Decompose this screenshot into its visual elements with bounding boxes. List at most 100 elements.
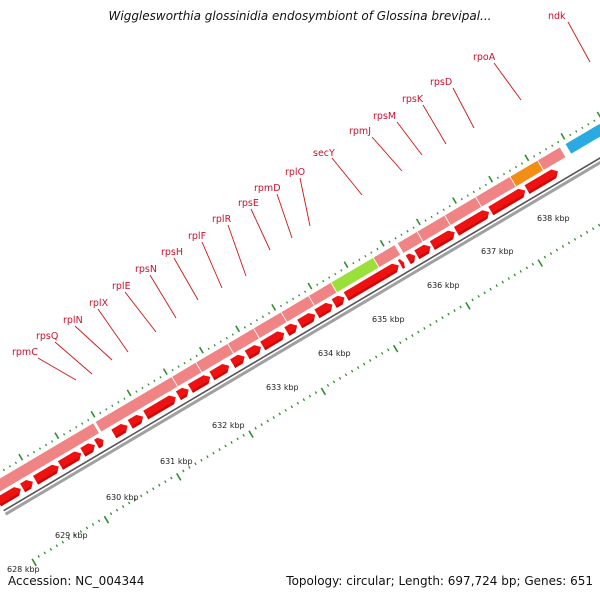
tick-scale-42 [284, 408, 287, 412]
tick-scale-75 [483, 291, 486, 295]
cds-arrow-8 [143, 395, 176, 420]
cds-arrow-3 [57, 451, 82, 470]
tick-upper-74 [430, 215, 433, 219]
tick-scale-91 [579, 234, 583, 238]
cds-arrow-22 [414, 244, 431, 260]
tick-upper-7 [26, 454, 30, 457]
tick-scale-63 [411, 334, 414, 337]
tick-upper-29 [159, 376, 162, 379]
cds-shade-14 [264, 336, 284, 351]
cds-shade-20 [401, 265, 405, 269]
gene-leader-rpsH [173, 257, 199, 301]
tick-upper-4 [8, 465, 11, 468]
tick-upper-83 [484, 183, 487, 187]
tick-upper-45 [255, 319, 258, 322]
gene-leader-rpsM [396, 121, 423, 156]
tick-upper-39 [219, 340, 222, 343]
tick-scale-36 [248, 430, 254, 439]
gene-leader-rplR [227, 224, 247, 277]
tick-scale-32 [224, 444, 227, 448]
gene-feature-0 [0, 422, 101, 493]
cds-arrow-7 [127, 414, 144, 429]
tick-scale-30 [212, 451, 215, 455]
tick-scale-77 [495, 284, 498, 288]
tick-scale-18 [140, 494, 143, 498]
tick-scale-1 [37, 555, 40, 558]
gene-leader-rpsE [250, 208, 271, 251]
tick-upper-6 [18, 453, 24, 461]
tick-upper-69 [400, 233, 403, 236]
tick-upper-19 [99, 411, 102, 415]
tick-upper-62 [358, 258, 361, 261]
cds-shade-18 [335, 300, 344, 308]
cds-arrow-17 [314, 302, 333, 319]
kbp-label-7: 635 kbp [372, 315, 405, 324]
tick-scale-33 [230, 441, 233, 444]
gene-leader-rpsQ [54, 341, 93, 375]
gene-label-rpmD: rpmD [254, 183, 281, 194]
tick-scale-70 [453, 309, 456, 313]
tick-upper-87 [508, 169, 512, 172]
tick-scale-85 [543, 255, 547, 259]
tick-scale-80 [513, 273, 516, 277]
tick-scale-50 [332, 380, 336, 384]
tick-upper-102 [596, 111, 600, 119]
tick-upper-41 [231, 333, 234, 336]
tick-upper-65 [376, 247, 379, 251]
gene-feature-16 [564, 122, 600, 155]
tick-upper-55 [316, 283, 319, 286]
tick-upper-50 [285, 301, 289, 304]
kbp-label-0: 628 kbp [7, 565, 40, 574]
tick-scale-40 [272, 416, 275, 419]
tick-scale-54 [356, 366, 360, 370]
tick-scale-83 [531, 262, 535, 266]
tick-upper-21 [111, 404, 114, 408]
tick-upper-9 [38, 447, 42, 450]
tick-scale-13 [109, 512, 113, 516]
tick-upper-26 [141, 386, 144, 390]
tick-upper-14 [69, 429, 72, 432]
cds-arrow-13 [244, 345, 261, 360]
cds-shade-5 [97, 443, 104, 449]
tick-upper-81 [472, 190, 475, 194]
tick-upper-13 [63, 433, 66, 436]
gene-leader-rplN [74, 325, 113, 361]
tick-scale-59 [387, 348, 390, 352]
gene-leader-rpmC [37, 357, 77, 381]
tick-upper-33 [183, 361, 186, 365]
tick-scale-11 [97, 519, 101, 523]
tick-upper-53 [304, 290, 307, 293]
cds-shade-15 [288, 328, 297, 336]
gene-feature-9 [372, 244, 402, 269]
tick-upper-57 [328, 276, 331, 279]
tick-upper-12 [54, 432, 60, 440]
tick-upper-72 [415, 218, 421, 226]
tick-scale-86 [549, 252, 553, 256]
gene-label-rpsK: rpsK [402, 94, 424, 105]
backbone-line [3, 157, 600, 512]
tick-upper-5 [14, 461, 17, 465]
tick-scale-82 [525, 266, 529, 270]
tick-upper-34 [189, 358, 192, 361]
cds-shade-10 [191, 380, 210, 393]
cds-shade-12 [233, 360, 244, 368]
cds-shade-3 [61, 456, 81, 470]
tick-upper-59 [340, 269, 343, 272]
tick-upper-82 [478, 187, 481, 190]
tick-upper-64 [370, 251, 373, 254]
tick-scale-74 [477, 294, 480, 298]
gene-leader-rpoA [493, 62, 522, 101]
tick-scale-46 [308, 394, 312, 398]
tick-upper-37 [207, 347, 210, 350]
tick-scale-24 [176, 472, 182, 481]
cds-shade-1 [23, 485, 33, 493]
tick-upper-80 [466, 194, 469, 197]
tick-upper-99 [581, 126, 584, 130]
tick-scale-20 [152, 487, 155, 491]
gene-label-rplX: rplX [89, 298, 109, 309]
tick-scale-62 [405, 337, 408, 341]
kbp-label-2: 630 kbp [106, 493, 139, 502]
cds-arrow-26 [524, 169, 558, 194]
tick-upper-3 [2, 468, 5, 472]
tick-upper-54 [307, 282, 313, 290]
